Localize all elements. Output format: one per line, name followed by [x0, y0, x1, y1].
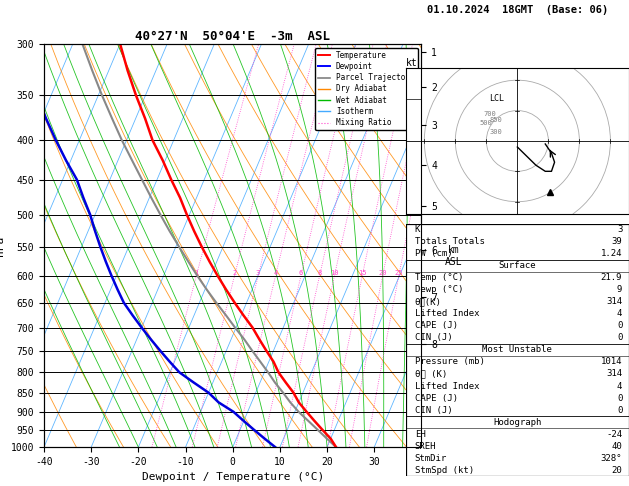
Text: LCL: LCL: [489, 94, 504, 104]
Text: CAPE (J): CAPE (J): [415, 394, 458, 402]
Text: Dewp (°C): Dewp (°C): [415, 285, 463, 294]
Text: -24: -24: [606, 430, 622, 439]
Text: 2: 2: [232, 270, 237, 276]
Text: 700: 700: [483, 111, 496, 117]
Text: 314: 314: [606, 297, 622, 306]
Text: 314: 314: [606, 369, 622, 379]
Text: 300: 300: [489, 129, 502, 135]
Text: 20: 20: [379, 270, 387, 276]
Text: StmSpd (kt): StmSpd (kt): [415, 466, 474, 475]
Text: 1014: 1014: [601, 358, 622, 366]
Text: Totals Totals: Totals Totals: [415, 237, 484, 246]
Text: 0: 0: [617, 321, 622, 330]
Text: 15: 15: [358, 270, 367, 276]
Text: 0: 0: [617, 333, 622, 342]
X-axis label: Dewpoint / Temperature (°C): Dewpoint / Temperature (°C): [142, 472, 324, 483]
Text: Lifted Index: Lifted Index: [415, 382, 479, 391]
Y-axis label: km
ASL: km ASL: [445, 245, 462, 267]
Text: 1.24: 1.24: [601, 249, 622, 258]
Text: 20: 20: [611, 466, 622, 475]
Text: 500: 500: [480, 120, 493, 126]
Text: StmDir: StmDir: [415, 454, 447, 463]
Text: Surface: Surface: [499, 261, 536, 270]
Text: 4: 4: [617, 309, 622, 318]
Text: 0: 0: [617, 394, 622, 402]
Text: 328°: 328°: [601, 454, 622, 463]
Text: 21.9: 21.9: [601, 273, 622, 282]
Text: Hodograph: Hodograph: [493, 417, 542, 427]
Text: 4: 4: [617, 382, 622, 391]
Text: 850: 850: [489, 117, 502, 122]
Text: 6: 6: [299, 270, 303, 276]
Text: 8: 8: [318, 270, 321, 276]
Title: 40°27'N  50°04'E  -3m  ASL: 40°27'N 50°04'E -3m ASL: [135, 30, 330, 43]
Text: θᴄ(K): θᴄ(K): [415, 297, 442, 306]
Text: PW (cm): PW (cm): [415, 249, 452, 258]
Text: 10: 10: [330, 270, 338, 276]
Text: 01.10.2024  18GMT  (Base: 06): 01.10.2024 18GMT (Base: 06): [426, 5, 608, 15]
Text: kt: kt: [406, 58, 418, 68]
Legend: Temperature, Dewpoint, Parcel Trajectory, Dry Adiabat, Wet Adiabat, Isotherm, Mi: Temperature, Dewpoint, Parcel Trajectory…: [315, 48, 418, 130]
Y-axis label: hPa: hPa: [0, 235, 5, 256]
Text: CIN (J): CIN (J): [415, 406, 452, 415]
Text: 9: 9: [617, 285, 622, 294]
Text: 40: 40: [611, 442, 622, 451]
Text: EH: EH: [415, 430, 425, 439]
Text: 3: 3: [617, 225, 622, 234]
Text: Temp (°C): Temp (°C): [415, 273, 463, 282]
Text: θᴄ (K): θᴄ (K): [415, 369, 447, 379]
Text: CAPE (J): CAPE (J): [415, 321, 458, 330]
Text: Most Unstable: Most Unstable: [482, 346, 552, 354]
Text: 25: 25: [394, 270, 403, 276]
Text: 39: 39: [611, 237, 622, 246]
Text: 1: 1: [194, 270, 198, 276]
Text: K: K: [415, 225, 420, 234]
Text: Pressure (mb): Pressure (mb): [415, 358, 484, 366]
FancyBboxPatch shape: [406, 224, 629, 476]
Text: SREH: SREH: [415, 442, 436, 451]
Text: 0: 0: [617, 406, 622, 415]
Text: CIN (J): CIN (J): [415, 333, 452, 342]
Text: 3: 3: [256, 270, 260, 276]
Text: 4: 4: [274, 270, 277, 276]
Text: Lifted Index: Lifted Index: [415, 309, 479, 318]
